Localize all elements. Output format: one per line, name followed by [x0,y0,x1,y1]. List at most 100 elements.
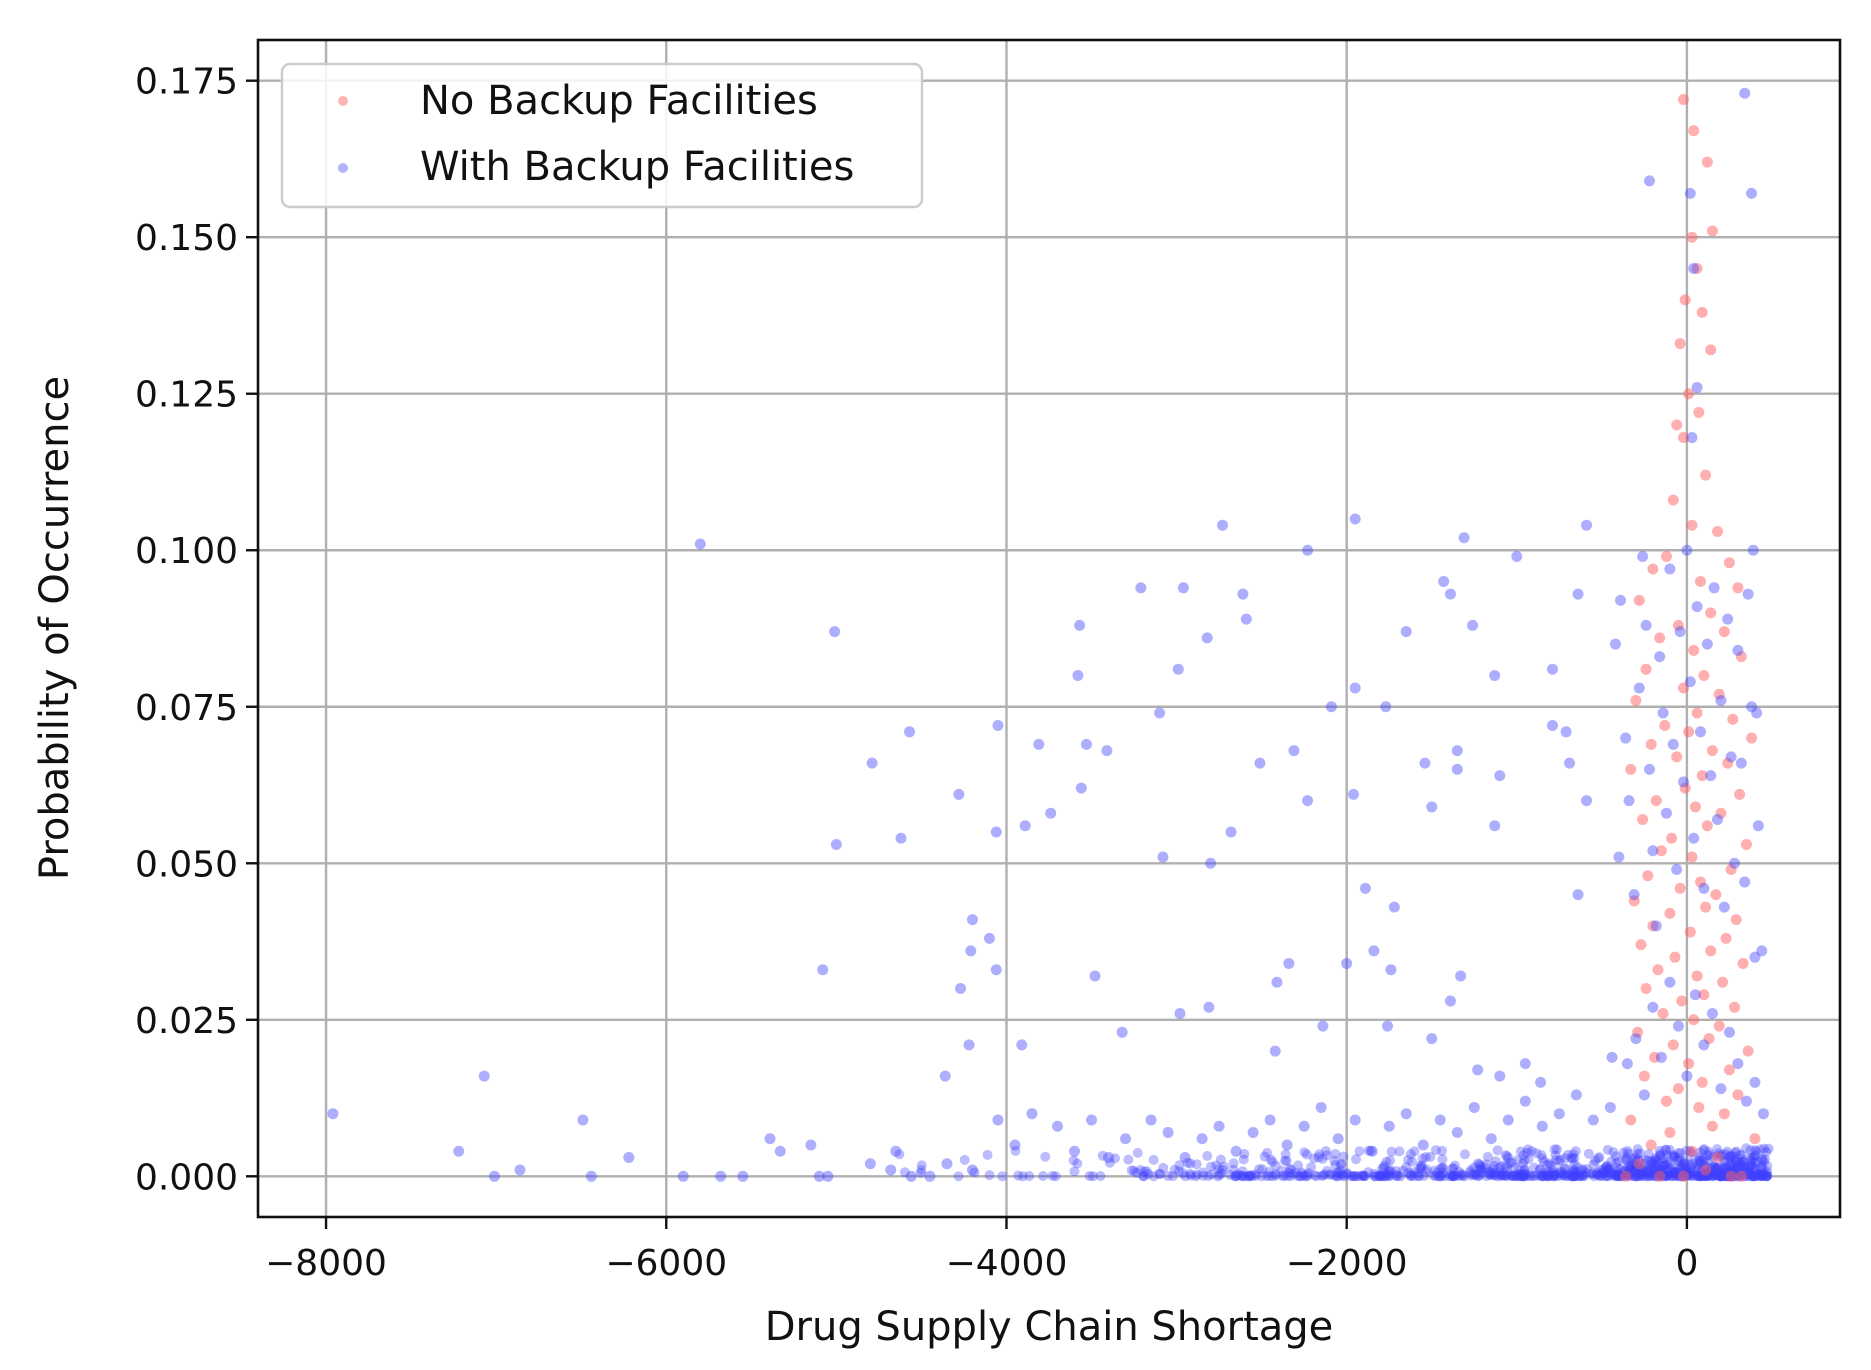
data-point-with-backup [1400,1108,1412,1120]
data-point-dense [1453,1166,1464,1177]
data-point-no-backup [1647,920,1659,932]
data-point-dense [1565,1169,1576,1180]
data-point-dense [1508,1171,1519,1182]
data-point-with-backup [1732,1058,1744,1070]
data-point-dense [1138,1171,1149,1182]
data-point-dense [1515,1169,1526,1180]
data-point-dense [1736,1149,1747,1160]
data-point-dense [1757,1154,1768,1165]
data-point-dense [1391,1169,1402,1180]
data-point-no-backup [1742,1045,1754,1057]
data-point-no-backup [1712,1152,1724,1164]
data-point-dense [1494,1163,1505,1174]
data-point-dense [1299,1171,1310,1182]
data-point-dense [1725,1151,1736,1162]
data-point-dense [1148,1154,1159,1165]
data-point-dense [1602,1163,1613,1174]
data-point-dense [1301,1149,1312,1160]
data-point-with-backup [1485,1133,1497,1145]
data-point-dense [1158,1162,1169,1173]
data-point-no-backup [1710,889,1722,901]
data-point-no-backup [1678,682,1690,694]
data-point-dense [1665,1171,1676,1182]
data-point-dense [1712,1144,1723,1155]
data-point-no-backup [1649,1051,1661,1063]
data-point-no-backup [1723,557,1735,569]
data-point-dense [984,1170,995,1181]
data-point-no-backup [1725,1170,1737,1182]
data-point-dense [1583,1148,1594,1159]
data-point-dense [1097,1150,1108,1161]
data-point-dense [1678,1162,1689,1173]
data-point-dense [1669,1167,1680,1178]
data-point-with-backup [1695,726,1707,738]
data-point-dense [1219,1161,1230,1172]
data-point-with-backup [1640,619,1652,631]
data-point-dense [1753,1170,1764,1181]
data-point-dense [1694,1155,1705,1166]
data-point-dense [1662,1165,1673,1176]
data-point-dense [1612,1171,1623,1182]
data-point-with-backup [1451,1126,1463,1138]
data-point-dense [1569,1170,1580,1181]
data-point-dense [1135,1165,1146,1176]
data-point-dense [1510,1170,1521,1181]
data-point-dense [1324,1169,1335,1180]
data-point-dense [1567,1171,1578,1182]
data-point-dense [1630,1171,1641,1182]
data-point-with-backup [1725,751,1737,763]
data-point-dense [1428,1170,1439,1181]
data-point-dense [1567,1171,1578,1182]
data-point-dense [1643,1167,1654,1178]
data-point-no-backup [1684,926,1696,938]
data-point-dense [1577,1165,1588,1176]
data-point-dense [1469,1162,1480,1173]
data-point-dense [1618,1147,1629,1158]
data-point-dense [1379,1160,1390,1171]
data-point-dense [1182,1157,1193,1168]
data-point-dense [1542,1169,1553,1180]
data-point-with-backup [1572,889,1584,901]
data-point-with-backup [955,982,967,994]
data-point-no-backup [1717,976,1729,988]
data-point-dense [1488,1164,1499,1175]
data-point-with-backup [488,1170,500,1182]
data-point-with-backup [1383,1120,1395,1132]
data-point-dense [1167,1171,1178,1182]
data-point-dense [1544,1171,1555,1182]
data-point-with-backup [817,964,829,976]
data-point-dense [1439,1171,1450,1182]
data-point-with-backup [1400,626,1412,638]
data-point-dense [1577,1171,1588,1182]
data-point-with-backup [813,1170,825,1182]
data-point-dense [1449,1160,1460,1171]
data-point-no-backup [1688,1014,1700,1026]
data-point-dense [1447,1171,1458,1182]
data-point-with-backup [1647,1001,1659,1013]
data-point-dense [1446,1169,1457,1180]
data-point-dense [1206,1169,1217,1180]
data-point-dense [1405,1170,1416,1181]
data-point-with-backup [1749,1076,1761,1088]
data-point-dense [1741,1143,1752,1154]
data-point-dense [1668,1169,1679,1180]
data-point-with-backup [1684,187,1696,199]
data-point-with-backup [1283,957,1295,969]
data-point-dense [1422,1164,1433,1175]
data-point-dense [1755,1144,1766,1155]
data-point-no-backup [1712,525,1724,537]
data-point-dense [1564,1171,1575,1182]
data-point-dense [1363,1167,1374,1178]
data-point-dense [1542,1170,1553,1181]
data-point-dense [1331,1171,1342,1182]
data-point-dense [1095,1170,1106,1181]
data-point-no-backup [1688,125,1700,137]
data-point-dense [1500,1170,1511,1181]
data-point-with-backup [1281,1139,1293,1151]
data-point-dense [969,1167,980,1178]
data-point-dense [1749,1157,1760,1168]
data-point-dense [1611,1170,1622,1181]
data-point-dense [1757,1163,1768,1174]
data-point-dense [1569,1152,1580,1163]
data-point-dense [1501,1171,1512,1182]
